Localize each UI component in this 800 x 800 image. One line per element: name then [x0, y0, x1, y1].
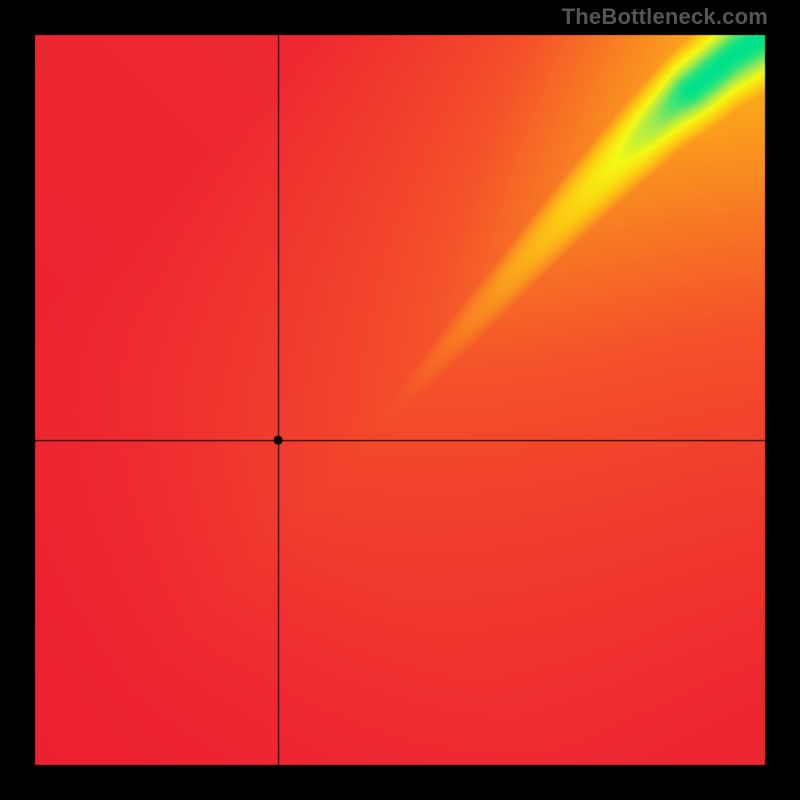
bottleneck-heatmap: [0, 0, 800, 800]
watermark-text: TheBottleneck.com: [562, 4, 768, 30]
chart-container: TheBottleneck.com: [0, 0, 800, 800]
